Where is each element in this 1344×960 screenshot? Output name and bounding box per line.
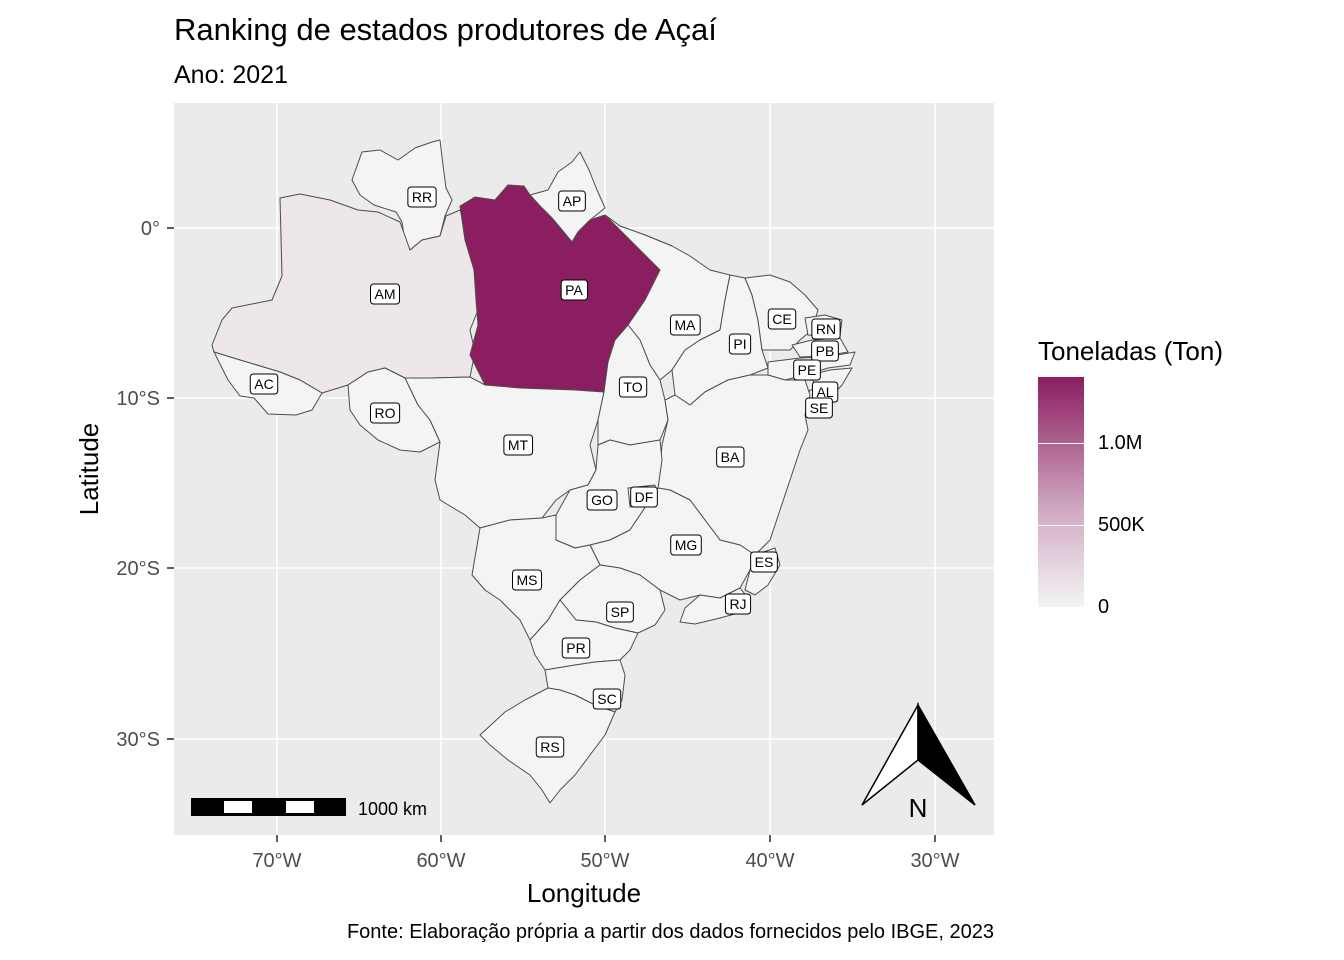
state-label-ap: AP bbox=[563, 193, 582, 209]
state-label-box bbox=[630, 486, 658, 508]
y-axis-label: Latitude bbox=[74, 423, 104, 516]
state-label-box bbox=[535, 736, 565, 758]
state-label-box bbox=[606, 601, 634, 623]
state-label-box bbox=[724, 593, 752, 615]
chart-title: Ranking de estados produtores de Açaí bbox=[174, 12, 717, 47]
x-axis-label: Longitude bbox=[527, 878, 641, 908]
state-label-pb: PB bbox=[816, 343, 835, 359]
state-label-box bbox=[618, 376, 648, 398]
state-label-box bbox=[670, 534, 702, 556]
state-label-pe: PE bbox=[798, 362, 817, 378]
state-label-pa: PA bbox=[565, 282, 583, 298]
state-label-am: AM bbox=[375, 286, 396, 302]
x-tick-label: 50°W bbox=[580, 850, 629, 872]
state-label-df: DF bbox=[635, 489, 654, 505]
y-tick-label: 20°S bbox=[116, 558, 160, 580]
state-label-box bbox=[811, 340, 839, 362]
state-label-box bbox=[728, 333, 752, 355]
state-label-se: SE bbox=[810, 400, 829, 416]
state-label-box bbox=[407, 186, 437, 208]
x-tick-label: 60°W bbox=[416, 850, 465, 872]
state-label-box bbox=[767, 308, 797, 330]
legend-tick-label: 500K bbox=[1098, 514, 1145, 536]
state-label-rn: RN bbox=[816, 321, 836, 337]
state-label-to: TO bbox=[623, 379, 642, 395]
state-label-box bbox=[560, 279, 588, 301]
north-arrow: N bbox=[861, 702, 976, 823]
state-label-ro: RO bbox=[375, 405, 396, 421]
axis-ticks bbox=[167, 227, 936, 842]
y-tick-label: 10°S bbox=[116, 388, 160, 410]
state-label-ce: CE bbox=[772, 311, 791, 327]
state-label-box bbox=[512, 569, 542, 591]
state-label-rs: RS bbox=[540, 739, 559, 755]
state-label-sc: SC bbox=[597, 691, 616, 707]
scale-bar: 1000 km bbox=[191, 798, 427, 819]
state-label-ma: MA bbox=[675, 317, 697, 333]
state-label-box bbox=[750, 551, 778, 573]
state-label-box bbox=[586, 489, 618, 511]
scale-bar-label: 1000 km bbox=[358, 799, 427, 819]
state-label-box bbox=[592, 688, 622, 710]
y-tick-label: 30°S bbox=[116, 729, 160, 751]
state-label-box bbox=[503, 434, 534, 456]
state-label-box bbox=[558, 190, 586, 212]
state-label-rr: RR bbox=[412, 189, 432, 205]
caption: Fonte: Elaboração própria a partir dos d… bbox=[346, 921, 994, 943]
state-label-rj: RJ bbox=[729, 596, 746, 612]
state-label-box bbox=[793, 359, 821, 381]
state-label-ms: MS bbox=[517, 572, 538, 588]
state-label-al: AL bbox=[816, 384, 833, 400]
state-label-sp: SP bbox=[611, 604, 630, 620]
state-label-box bbox=[370, 283, 400, 305]
state-label-box bbox=[811, 318, 841, 340]
legend-tick-label: 0 bbox=[1098, 596, 1110, 618]
state-label-box bbox=[561, 637, 591, 659]
state-label-pi: PI bbox=[733, 336, 746, 352]
state-label-box bbox=[370, 402, 401, 424]
x-tick-label: 40°W bbox=[745, 850, 794, 872]
state-pr[interactable] bbox=[529, 599, 639, 671]
state-label-pr: PR bbox=[566, 640, 585, 656]
legend-title: Toneladas (Ton) bbox=[1038, 336, 1223, 366]
legend-tick-label: 1.0M bbox=[1098, 432, 1143, 454]
state-label-mg: MG bbox=[675, 537, 698, 553]
north-arrow-label: N bbox=[909, 793, 928, 823]
state-label-mt: MT bbox=[508, 437, 529, 453]
state-label-es: ES bbox=[755, 554, 774, 570]
state-label-ba: BA bbox=[721, 449, 740, 465]
state-label-box bbox=[249, 373, 279, 395]
y-tick-label: 0° bbox=[141, 218, 160, 240]
state-label-box bbox=[716, 446, 745, 468]
x-tick-label: 70°W bbox=[252, 850, 301, 872]
legend-color-bar bbox=[1038, 377, 1084, 607]
chart-subtitle: Ano: 2021 bbox=[174, 61, 288, 89]
x-tick-label: 30°W bbox=[910, 850, 959, 872]
state-label-box bbox=[670, 314, 701, 336]
state-label-box bbox=[805, 397, 833, 419]
state-label-ac: AC bbox=[254, 376, 273, 392]
state-label-go: GO bbox=[591, 492, 613, 508]
